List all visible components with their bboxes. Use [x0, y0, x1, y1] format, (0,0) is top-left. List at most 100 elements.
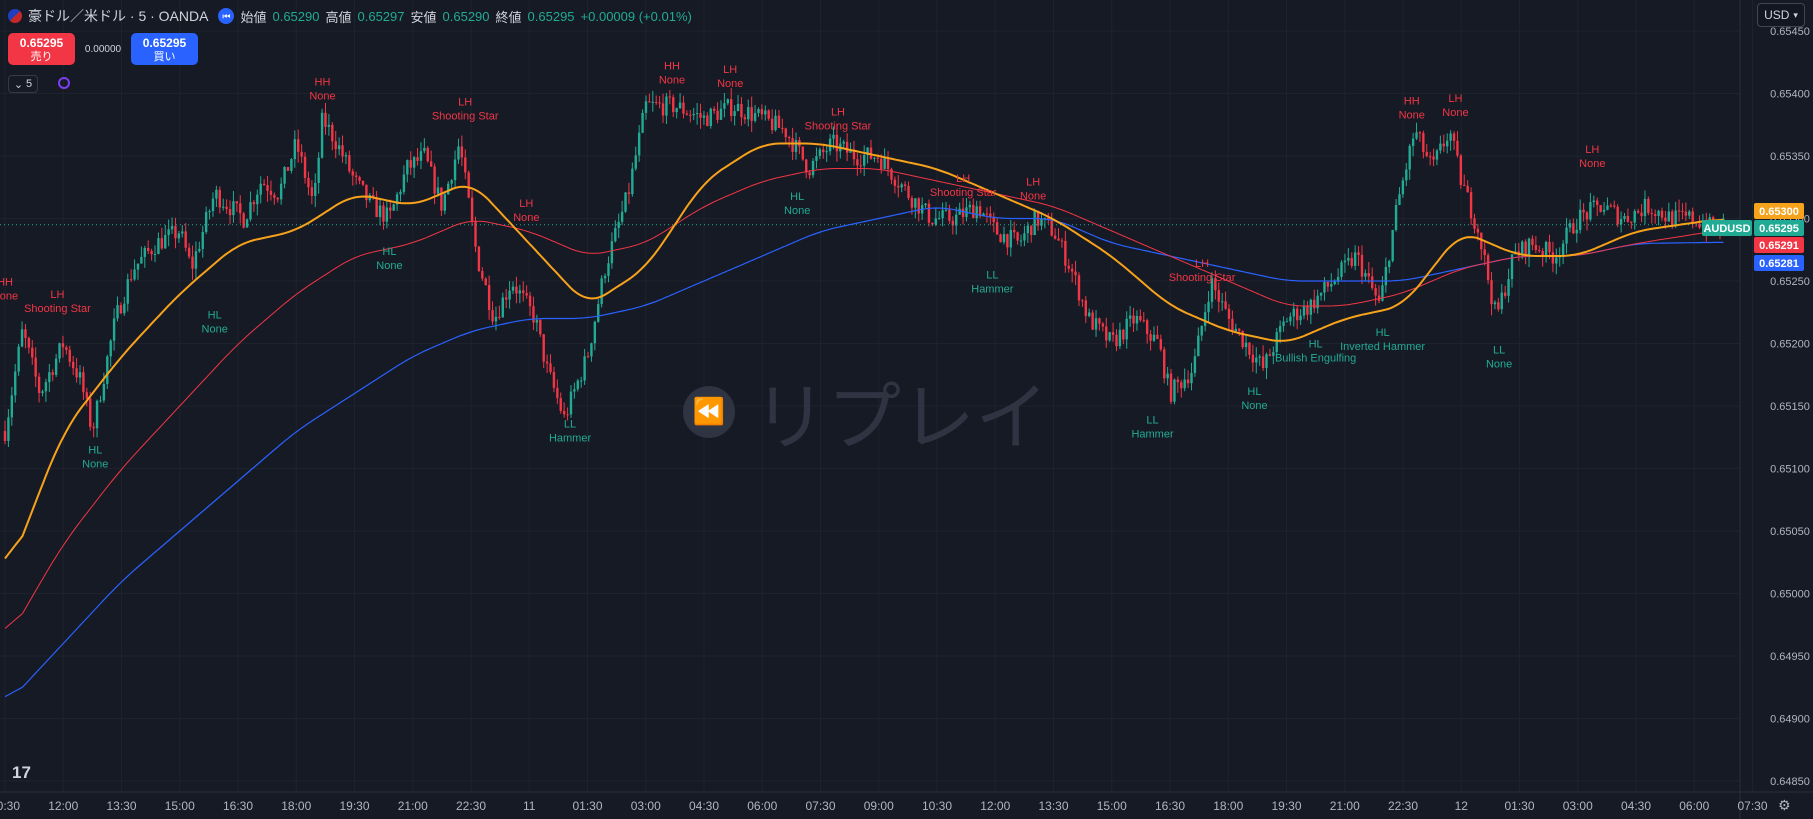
candle-body	[648, 101, 651, 103]
candle-body	[549, 363, 552, 373]
candle-body	[1282, 321, 1285, 327]
spread-value: 0.00000	[84, 43, 122, 55]
candle-body	[82, 372, 85, 393]
x-tick-label: 15:00	[165, 799, 195, 813]
candle-body	[283, 167, 286, 184]
candle-body	[290, 159, 293, 171]
candle-body	[1319, 292, 1323, 296]
x-tick-label: 07:30	[805, 799, 835, 813]
candle-body	[1490, 280, 1493, 305]
candle-body	[781, 127, 784, 129]
annotation-pattern: Hammer	[1131, 429, 1174, 441]
candle-body	[399, 191, 402, 195]
candle-body	[1548, 241, 1551, 253]
candle-body	[1149, 334, 1152, 341]
candle-body	[1292, 308, 1295, 317]
candle-body	[1159, 339, 1163, 350]
candle-body	[1330, 284, 1333, 287]
candle-body	[995, 222, 999, 235]
candle-body	[1132, 315, 1135, 324]
candle-body	[1394, 204, 1398, 230]
candle-body	[245, 219, 249, 228]
candle-body	[416, 157, 419, 161]
tradingview-logo[interactable]: 17	[12, 763, 31, 782]
candle-body	[880, 158, 883, 169]
candle-body	[600, 278, 603, 305]
candle-body	[927, 203, 931, 223]
candle-body	[1227, 308, 1231, 319]
candle-body	[327, 124, 331, 127]
candle-body	[314, 182, 317, 197]
indicator-circle-icon[interactable]	[58, 77, 70, 89]
candle-body	[522, 290, 525, 294]
candle-body	[1043, 217, 1047, 219]
candle-body	[1002, 234, 1006, 243]
candle-body	[941, 210, 944, 219]
x-tick-label: 13:30	[106, 799, 136, 813]
candle-body	[1493, 302, 1497, 305]
candle-body	[447, 183, 450, 195]
sell-button[interactable]: 0.65295 売り	[8, 33, 75, 65]
candle-body	[1013, 229, 1016, 233]
gear-icon[interactable]: ⚙	[1778, 797, 1791, 813]
candle-body	[1019, 240, 1023, 242]
candle-body	[1070, 268, 1074, 272]
candle-body	[685, 113, 689, 115]
symbol-title[interactable]: 豪ドル／米ドル · 5 · OANDA	[28, 8, 209, 24]
candle-body	[372, 194, 375, 198]
x-tick-label: 18:00	[281, 799, 311, 813]
interval-button[interactable]: ⌄ 5	[8, 75, 38, 93]
candle-body	[443, 194, 447, 211]
candle-body	[695, 113, 699, 115]
annotation-pattern: Shooting Star	[432, 111, 499, 123]
candle-body	[174, 226, 177, 239]
candle-body	[859, 165, 862, 167]
trade-panel: 0.65295 売り 0.00000 0.65295 買い	[8, 33, 198, 65]
chevron-down-icon: ▾	[1793, 9, 1798, 20]
candle-body	[989, 213, 992, 217]
candle-body	[266, 185, 269, 191]
candle-body	[1653, 214, 1657, 216]
candle-body	[675, 108, 678, 113]
annotation-label: LH	[1026, 177, 1040, 189]
candle-body	[566, 414, 569, 416]
candle-body	[1667, 211, 1671, 222]
candle-body	[310, 187, 314, 197]
open-label: 始値	[240, 9, 267, 25]
candle-body	[481, 271, 484, 279]
buy-button[interactable]: 0.65295 買い	[131, 33, 198, 65]
candle-body	[1503, 292, 1507, 296]
candle-body	[378, 205, 382, 217]
candle-body	[1197, 335, 1200, 357]
candle-body	[1473, 218, 1476, 229]
candle-body	[1180, 382, 1183, 389]
candle-body	[1030, 225, 1033, 236]
currency-button[interactable]: USD ▾	[1757, 3, 1805, 27]
annotation-label: HL	[1376, 327, 1390, 339]
candle-body	[1674, 210, 1677, 227]
x-tick-label: 01:30	[572, 799, 602, 813]
candle-body	[1152, 334, 1156, 341]
replay-icon[interactable]: ⏮	[218, 8, 235, 24]
candle-body	[842, 141, 845, 144]
x-tick-label: 22:30	[1388, 799, 1418, 813]
candle-body	[487, 285, 491, 311]
y-tick-label: 0.65350	[1770, 151, 1810, 163]
candle-body	[361, 180, 365, 185]
price-label-text: 0.65295	[1759, 223, 1799, 235]
annotation-pattern: None	[1399, 109, 1425, 121]
candle-body	[385, 207, 389, 222]
candle-body	[661, 103, 665, 116]
candle-body	[1411, 138, 1415, 146]
candle-body	[484, 278, 487, 286]
candle-body	[494, 316, 498, 322]
annotation-label: HL	[1309, 338, 1323, 350]
candle-body	[297, 139, 300, 152]
annotation-pattern: None	[1486, 359, 1512, 371]
candle-body	[736, 103, 740, 112]
annotation-label: LL	[564, 418, 576, 430]
x-tick-label: 22:30	[456, 799, 486, 813]
candle-body	[109, 340, 112, 357]
candle-body	[1299, 315, 1302, 321]
